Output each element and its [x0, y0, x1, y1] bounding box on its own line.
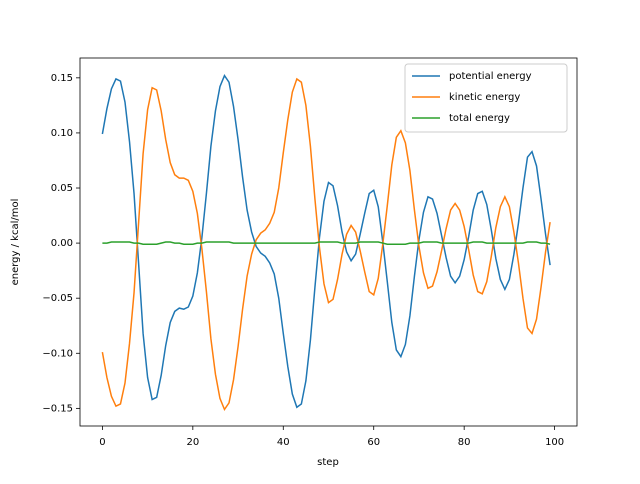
y-tick-label: 0.00 — [51, 238, 73, 249]
y-tick-label: 0.15 — [51, 73, 73, 84]
legend-box — [404, 63, 568, 133]
legend-label: potential energy — [449, 71, 532, 82]
legend-label: total energy — [449, 113, 510, 124]
series-line — [102, 241, 551, 245]
x-tick-label: 80 — [458, 437, 471, 448]
y-axis-label: energy / kcal/mol — [10, 199, 21, 286]
x-tick-label: 60 — [367, 437, 380, 448]
x-tick-label: 20 — [186, 437, 199, 448]
x-tick-label: 100 — [545, 437, 564, 448]
y-tick-label: −0.05 — [42, 293, 73, 304]
y-tick-label: −0.10 — [42, 348, 73, 359]
plot-frame — [79, 57, 578, 427]
series-line — [101, 77, 551, 412]
y-tick-label: 0.05 — [51, 183, 73, 194]
legend-label: kinetic energy — [449, 92, 520, 103]
y-tick-label: 0.10 — [51, 128, 73, 139]
x-tick-label: 40 — [277, 437, 290, 448]
x-axis-label: step — [317, 457, 339, 468]
y-tick-label: −0.15 — [42, 403, 73, 414]
x-tick-label: 0 — [99, 437, 105, 448]
series-line — [101, 74, 551, 409]
